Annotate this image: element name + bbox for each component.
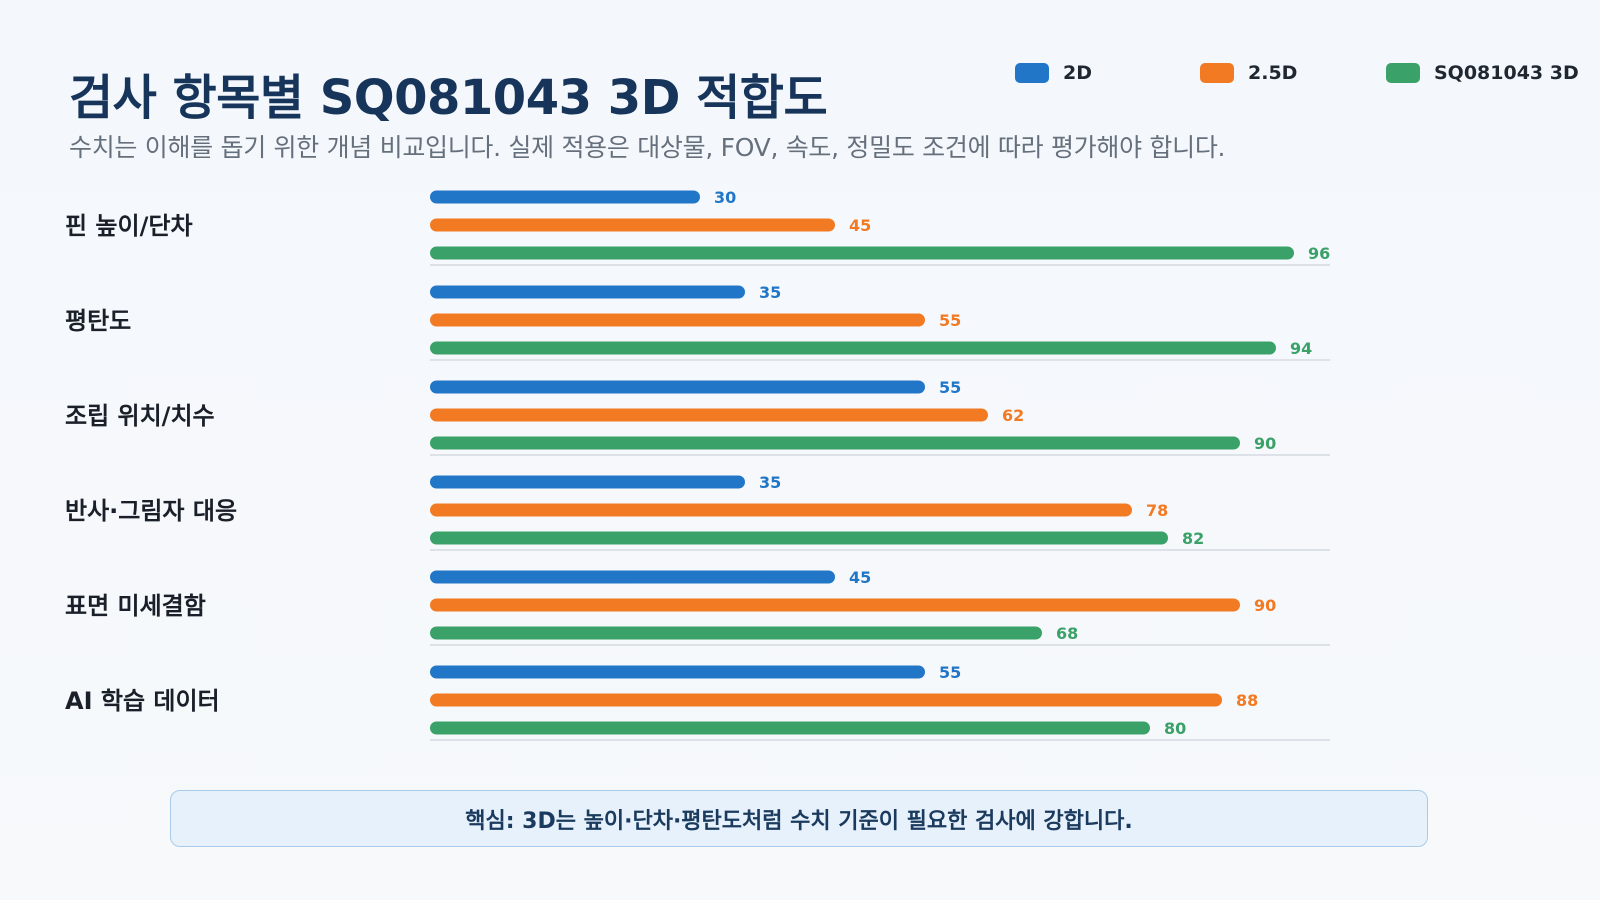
value-label-2-5d-4: 90 (1254, 596, 1276, 615)
value-label-sq081043-3d-4: 68 (1056, 624, 1078, 643)
value-label-sq081043-3d-5: 80 (1164, 719, 1186, 738)
legend-item-2-5d: 2.5D (1200, 61, 1297, 85)
value-label-2d-2: 55 (939, 378, 961, 397)
bar-2-5d-3 (430, 503, 1132, 517)
category-label-5: AI 학습 데이터 (65, 687, 220, 715)
bar-sq081043-3d-3 (430, 531, 1168, 545)
bar-sq081043-3d-4 (430, 626, 1042, 640)
value-label-2d-0: 30 (714, 188, 736, 207)
bar-2d-4 (430, 570, 835, 584)
bar-2d-5 (430, 665, 925, 679)
value-label-2-5d-1: 55 (939, 311, 961, 330)
legend-label-2-5d: 2.5D (1248, 62, 1298, 84)
bar-2d-3 (430, 475, 745, 489)
bar-2d-0 (430, 190, 700, 204)
bar-2d-2 (430, 380, 925, 394)
value-label-sq081043-3d-3: 82 (1182, 529, 1204, 548)
bar-2d-1 (430, 285, 745, 299)
bar-2-5d-4 (430, 598, 1240, 612)
legend-label-2d: 2D (1063, 62, 1092, 84)
value-label-2-5d-2: 62 (1002, 406, 1024, 425)
chart-subtitle: 수치는 이해를 돕기 위한 개념 비교입니다. 실제 적용은 대상물, FOV,… (69, 133, 1226, 162)
legend-item-sq081043-3d: SQ081043 3D (1386, 61, 1579, 85)
key-insight-text: 핵심: 3D는 높이·단차·평탄도처럼 수치 기준이 필요한 검사에 강합니다. (465, 808, 1133, 834)
value-label-sq081043-3d-0: 96 (1308, 244, 1330, 263)
bar-2-5d-5 (430, 693, 1222, 707)
value-label-sq081043-3d-2: 90 (1254, 434, 1276, 453)
bar-2-5d-1 (430, 313, 925, 327)
value-label-2d-3: 35 (759, 473, 781, 492)
bar-sq081043-3d-5 (430, 721, 1150, 735)
category-label-0: 핀 높이/단차 (65, 212, 193, 240)
value-label-2-5d-3: 78 (1146, 501, 1168, 520)
legend-swatch-sq081043-3d (1386, 63, 1420, 83)
bar-2-5d-0 (430, 218, 835, 232)
legend-swatch-2d (1015, 63, 1049, 83)
value-label-2d-4: 45 (849, 568, 871, 587)
bar-sq081043-3d-2 (430, 436, 1240, 450)
value-label-2-5d-5: 88 (1236, 691, 1258, 710)
category-label-4: 표면 미세결함 (65, 592, 206, 620)
key-insight-callout: 핵심: 3D는 높이·단차·평탄도처럼 수치 기준이 필요한 검사에 강합니다. (170, 790, 1428, 847)
category-label-1: 평탄도 (65, 307, 131, 335)
value-label-2d-1: 35 (759, 283, 781, 302)
value-label-2d-5: 55 (939, 663, 961, 682)
category-label-2: 조립 위치/치수 (65, 402, 215, 430)
chart-title: 검사 항목별 SQ081043 3D 적합도 (69, 70, 828, 126)
legend-label-sq081043-3d: SQ081043 3D (1434, 62, 1579, 84)
value-label-2-5d-0: 45 (849, 216, 871, 235)
bar-sq081043-3d-1 (430, 341, 1276, 355)
bar-2-5d-2 (430, 408, 988, 422)
legend-item-2d: 2D (1015, 61, 1092, 85)
value-label-sq081043-3d-1: 94 (1290, 339, 1312, 358)
category-label-3: 반사·그림자 대응 (65, 497, 237, 525)
legend-swatch-2-5d (1200, 63, 1234, 83)
bar-sq081043-3d-0 (430, 246, 1294, 260)
